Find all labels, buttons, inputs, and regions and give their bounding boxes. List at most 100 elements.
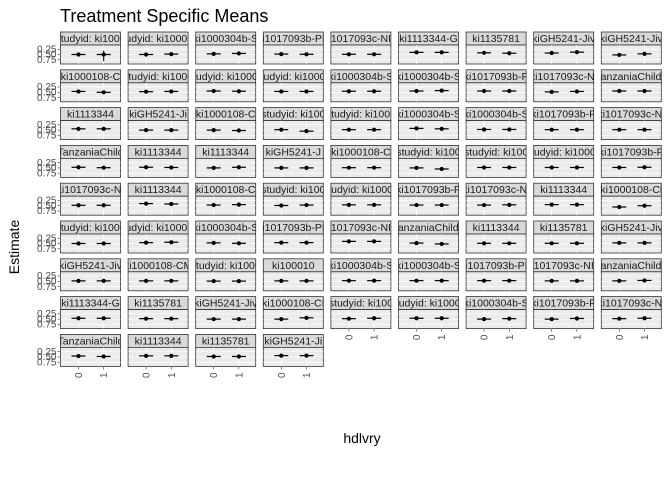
estimate-point: [304, 315, 309, 320]
estimate-point: [76, 353, 81, 359]
estimate-point: [101, 241, 106, 246]
facet-strip-label: TanzaniaChild2: [393, 222, 465, 234]
estimate-point: [346, 127, 351, 132]
estimate-point: [642, 88, 647, 94]
estimate-point: [76, 241, 81, 246]
x-tick-label: 1: [167, 372, 178, 378]
facet-strip-label: studyid: ki10001: [391, 298, 467, 310]
estimate-point: [642, 316, 647, 321]
estimate-point: [549, 202, 554, 207]
y-tick-label: 0.75: [37, 244, 57, 255]
facet-strip-label: ki1000108-C: [61, 71, 121, 83]
estimate-point: [169, 240, 174, 245]
estimate-point: [617, 204, 622, 210]
estimate-point: [549, 241, 554, 246]
y-tick-label: 0.75: [37, 206, 57, 217]
estimate-point: [101, 203, 106, 208]
estimate-point: [144, 353, 149, 358]
estimate-point: [346, 202, 351, 207]
estimate-point: [642, 203, 647, 208]
facet-strip-label: TanzaniaChild2: [595, 71, 667, 83]
facet-panel: ki1017093b-P: [396, 182, 461, 216]
x-tick-label: 0: [344, 334, 355, 340]
estimate-point: [279, 353, 284, 358]
x-tick-label: 1: [437, 334, 448, 340]
x-tick-label: 0: [142, 372, 153, 378]
facet-strip-label: ki1000108-Cl: [600, 184, 662, 196]
facet-strip-label: ki1113344: [202, 146, 249, 158]
facet-strip-label: studyid: ki10001: [255, 71, 331, 83]
facet-panel: studyid: ki100: [262, 182, 324, 216]
facet-strip-label: TanzaniaChild: [58, 146, 124, 158]
facet-panel: kiGH5241-Ji: [127, 107, 189, 140]
estimate-point: [507, 241, 512, 246]
y-tick-label: 0.50: [37, 314, 57, 325]
facet-panel: ki1000108-CI: [262, 296, 324, 330]
estimate-point: [279, 165, 284, 170]
estimate-point: [414, 88, 419, 94]
estimate-point: [76, 278, 81, 283]
estimate-point: [304, 129, 309, 134]
facet-strip-label: ki1135781: [540, 222, 588, 234]
x-tick-label: 1: [302, 372, 313, 378]
estimate-point: [346, 52, 351, 57]
y-tick-label: 0.25: [37, 120, 57, 131]
estimate-point: [574, 241, 580, 246]
y-tick-label: 0.25: [37, 82, 57, 93]
facet-strip-label: ki1135781: [472, 33, 520, 45]
estimate-point: [372, 52, 377, 57]
y-tick-label: 0.25: [37, 158, 57, 169]
facet-strip-label: ki1000304b-S: [396, 109, 461, 121]
facet-panel: ki1000108-Cl: [600, 182, 662, 216]
facet-strip-label: ki1000108-CM: [124, 260, 192, 272]
estimate-point: [482, 278, 487, 283]
facet-strip-label: ki1017093c-NI: [530, 71, 598, 83]
estimate-point: [101, 278, 106, 283]
estimate-point: [482, 165, 487, 170]
estimate-point: [346, 316, 351, 321]
facet-strip-label: ki1017093b-P: [396, 184, 461, 196]
facet-strip-label: ki1000304b-S: [328, 71, 393, 83]
estimate-point: [101, 126, 106, 131]
estimate-point: [642, 240, 647, 245]
estimate-point: [304, 52, 309, 57]
facet-panel: ki1000108-C: [195, 107, 257, 140]
facet-panel: ki1017093b-P: [465, 69, 527, 103]
estimate-point: [279, 89, 284, 94]
estimate-point: [144, 278, 149, 283]
estimate-point: [144, 89, 149, 94]
facet-panel: ki1017093b-PR: [262, 31, 324, 65]
facet-strip-label: ki1135781: [202, 335, 250, 347]
estimate-point: [211, 165, 216, 170]
estimate-point: [76, 52, 81, 57]
facet-panel: kiGH5241-Jiv: [195, 296, 257, 330]
facet-strip-label: ki1017093b-P: [599, 146, 664, 158]
estimate-point: [482, 317, 487, 322]
facet-strip-label: ki1000304b-S: [396, 260, 461, 272]
estimate-point: [617, 240, 622, 245]
estimate-point: [304, 278, 309, 283]
estimate-point: [414, 202, 419, 208]
facet-panel: ki1017093c-NI0.250.500.75: [37, 182, 121, 217]
estimate-point: [617, 88, 622, 94]
facet-panel: ki1113344: [127, 144, 189, 178]
estimate-point: [507, 88, 512, 94]
facet-panel: ki100010: [262, 258, 324, 292]
facet-strip-label: ki1113344: [473, 222, 520, 234]
estimate-point: [346, 278, 351, 283]
estimate-point: [144, 52, 149, 57]
facet-strip-label: ki1000108-C: [331, 146, 391, 158]
estimate-point: [439, 126, 444, 131]
facet-panel: ki1113344 0 1: [127, 333, 189, 378]
facet-strip-label: studyid: ki100010: [117, 33, 199, 45]
estimate-point: [346, 165, 351, 170]
facet-panel: ki1017093c-NIH: [533, 258, 595, 292]
estimate-point: [574, 316, 580, 321]
x-tick-label: 0: [480, 334, 491, 340]
facet-strip-label: TanzaniaChild2: [595, 260, 667, 272]
x-tick-label: 1: [99, 372, 110, 378]
estimate-point: [279, 203, 284, 208]
estimate-point: [144, 201, 149, 206]
facet-panel: ki1000304b-S: [465, 107, 527, 140]
